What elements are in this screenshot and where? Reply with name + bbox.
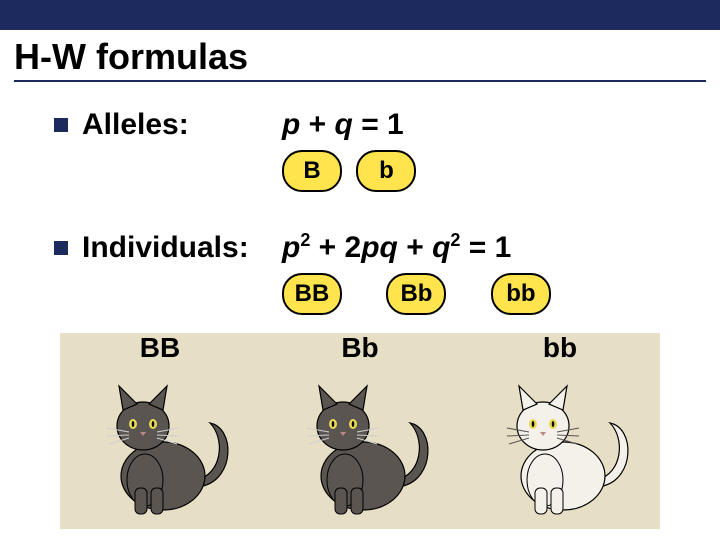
allele-pill-B: B (282, 150, 342, 192)
section-alleles: Alleles: p + q = 1 (0, 108, 720, 142)
cat-icon (485, 368, 635, 518)
genotype-pill-BB: BB (282, 273, 342, 315)
page-title: H-W formulas (14, 36, 720, 78)
cat-illustration (485, 368, 635, 523)
individuals-formula: p2 + 2pq + q2 = 1 (282, 230, 511, 265)
bullet-icon (54, 241, 68, 255)
top-bar (0, 0, 720, 30)
cat-icon (85, 368, 235, 518)
cat-illustration (285, 368, 435, 523)
cat-column-bb: bb (485, 332, 635, 523)
individuals-label: Individuals: (82, 231, 282, 265)
cat-illustration (85, 368, 235, 523)
cat-column-Bb: Bb (285, 332, 435, 523)
alleles-formula: p + q = 1 (282, 108, 404, 142)
alleles-pill-row: B b (282, 150, 720, 192)
bullet-icon (54, 118, 68, 132)
cat-genotype-label: bb (543, 332, 577, 364)
cat-icon (285, 368, 435, 518)
individuals-pill-row: BB Bb bb (282, 273, 720, 315)
section-individuals: Individuals: p2 + 2pq + q2 = 1 (0, 230, 720, 265)
cats-illustration-strip: BB Bb (60, 333, 660, 529)
title-underline (14, 78, 706, 82)
allele-pill-b: b (356, 150, 416, 192)
cat-genotype-label: Bb (341, 332, 378, 364)
genotype-pill-bb: bb (491, 273, 551, 315)
cat-column-BB: BB (85, 332, 235, 523)
alleles-label: Alleles: (82, 108, 282, 142)
genotype-pill-Bb: Bb (386, 273, 446, 315)
cat-genotype-label: BB (140, 332, 180, 364)
